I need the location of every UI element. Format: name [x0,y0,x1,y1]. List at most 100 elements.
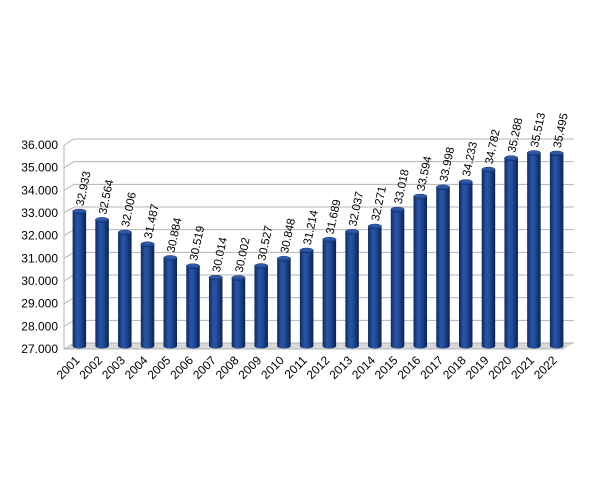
y-tick-label: 29.000 [21,297,58,311]
x-tick-label: 2021 [508,353,537,382]
x-tick-label: 2006 [167,353,196,382]
gridline [63,206,574,214]
bar-body [163,257,178,349]
bar-cap [549,150,564,157]
x-tick-label: 2022 [531,353,560,382]
bar-body [504,158,518,349]
y-tick-label: 30.000 [21,274,58,288]
bar [458,179,473,349]
x-tick-label: 2014 [349,353,378,382]
bar-body [368,226,382,349]
y-tick-label: 36.000 [21,138,58,152]
bar [72,208,87,349]
x-tick-label: 2012 [304,353,333,382]
bar [367,223,382,349]
gridline [63,161,574,169]
bar [254,263,269,349]
y-tick-label: 34.000 [21,183,58,197]
bar [390,206,405,349]
y-tick-label: 35.000 [21,161,58,175]
bar-cap [413,193,428,200]
bar-cap [117,229,132,236]
x-tick-label: 2009 [236,353,265,382]
bar-cap [208,274,223,281]
bar [549,150,564,349]
y-tick-label: 31.000 [21,251,58,265]
gridlines [63,138,574,350]
bar-body [208,277,223,349]
gridline [63,138,574,146]
y-tick-label: 33.000 [21,206,58,220]
bar [436,184,450,349]
bar-body [527,153,541,349]
bar-cap [72,208,87,215]
bar-body [186,266,200,349]
y-tick-label: 27.000 [21,342,58,356]
y-tick-label: 32.000 [21,229,58,243]
bar-cap [95,217,110,223]
bar-body [299,250,314,349]
bar-cap [367,223,382,230]
bar [526,150,541,349]
bar-cap [458,179,473,185]
x-tick-label: 2019 [463,353,492,382]
bar [276,256,291,349]
bar [117,229,132,349]
bar-body [322,239,337,349]
plot-back-wall [64,139,574,349]
bar [481,166,496,349]
bar-cap [322,236,337,243]
bar [299,247,314,349]
x-tick-label: 2001 [54,353,83,382]
x-axis-tick-labels: 2001200220032004200520062007200820092010… [54,353,560,382]
bar-body [277,258,291,349]
bar [504,155,519,349]
bar [163,255,178,349]
bar-body [549,153,564,349]
bar-cap [436,184,450,191]
x-tick-label: 2005 [145,353,174,382]
bar-cap [186,263,200,269]
bar [208,274,223,349]
bar [95,217,110,349]
axes [63,145,564,350]
x-tick-label: 2018 [440,353,469,382]
gridline [63,183,574,191]
bar-cap [231,275,246,281]
bar-cap [299,247,314,254]
x-tick-label: 2007 [190,353,219,382]
bar-body [390,209,405,349]
bar-cap [504,155,519,161]
x-tick-label: 2020 [486,353,515,382]
x-tick-label: 2013 [326,353,355,382]
bar-body [118,232,132,349]
bar [231,275,246,349]
bar-cap [390,206,405,213]
x-tick-label: 2016 [395,353,424,382]
bar-cap [345,229,360,235]
bar [413,193,428,349]
bar-body [72,211,87,349]
bar-cap [526,150,541,156]
bar-cap [140,241,155,248]
bar [345,229,360,349]
bar [322,236,337,349]
y-tick-label: 28.000 [21,319,58,333]
bar-cap [276,256,291,262]
plot-floor [64,343,574,349]
bar-body [458,182,473,349]
x-tick-label: 2011 [282,353,310,381]
x-tick-label: 2015 [372,353,401,382]
bar-body [436,187,450,349]
bar [186,263,200,349]
bar-cap [254,263,269,269]
bar-cap [481,166,496,173]
y-axis-tick-labels: 27.000 28.000 29.000 30.000 31.000 32.000 33.0… [21,138,58,356]
bar-body [481,169,496,349]
x-tick-label: 2003 [99,353,128,382]
bar-cap [163,255,178,261]
bar-body [345,231,359,349]
x-tick-label: 2004 [122,353,151,382]
x-tick-label: 2002 [76,353,105,382]
